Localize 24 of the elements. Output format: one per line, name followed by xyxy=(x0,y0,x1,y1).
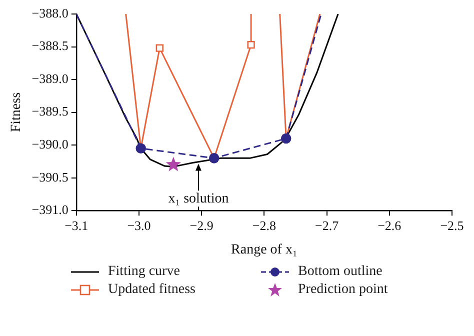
x-tick-label: −3.0 xyxy=(127,218,151,233)
x-tick-label: −2.8 xyxy=(252,218,276,233)
x-tick-label: −3.1 xyxy=(64,218,88,233)
y-tick-label: −390.5 xyxy=(32,169,68,184)
y-tick-label: −390.0 xyxy=(32,136,68,152)
legend-label: Bottom outline xyxy=(298,264,382,280)
y-tick-label: −389.5 xyxy=(32,104,68,119)
x-tick-label: −2.9 xyxy=(190,218,214,233)
x-tick-label: −2.5 xyxy=(440,218,464,233)
point xyxy=(166,156,182,172)
x-tick-label: −2.6 xyxy=(378,218,402,233)
y-tick-label: −388.5 xyxy=(32,38,68,54)
legend-label: Prediction point xyxy=(298,282,388,298)
y-tick-label: −388.0 xyxy=(32,5,68,20)
y-tick-label: −391.0 xyxy=(32,202,68,218)
annotation: x₁ solution xyxy=(168,191,229,206)
x-tick-label: −2.7 xyxy=(314,218,340,233)
y-tick-label: −389.0 xyxy=(32,70,68,86)
legend-label: Fitting curve xyxy=(108,264,180,280)
point xyxy=(156,44,164,52)
legend-label: Updated fitness xyxy=(108,282,196,298)
point xyxy=(247,40,255,49)
y-axis-title: Fitness xyxy=(9,92,24,132)
x-axis-title: Range of x₁ xyxy=(231,242,298,258)
